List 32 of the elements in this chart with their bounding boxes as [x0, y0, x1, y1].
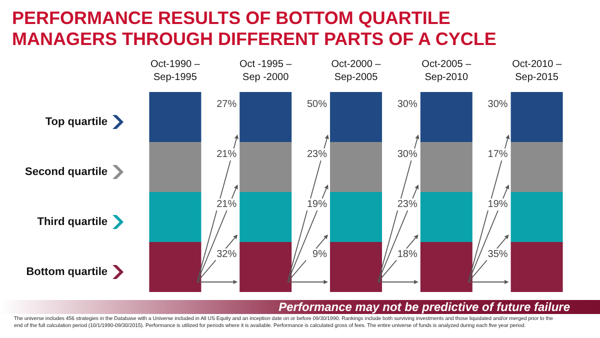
x-tick-label: Oct -1995 – Sep -2000	[239, 59, 292, 83]
annotation: 9%	[312, 249, 328, 260]
legend-label: Bottom quartile	[26, 266, 108, 278]
annotation: 23%	[306, 149, 328, 160]
x-tick-label: Oct-2000 – Sep-2005	[331, 59, 382, 83]
bar	[420, 92, 472, 142]
legend-label: Top quartile	[45, 116, 108, 128]
bar	[330, 92, 382, 142]
text: Performance may not be predictive of future failure	[0, 300, 600, 314]
annotation: 18%	[397, 249, 418, 260]
annotation: 23%	[397, 199, 418, 210]
legend-label: Second quartile	[24, 166, 108, 178]
annotation: 30%	[397, 99, 418, 110]
bar	[510, 92, 563, 142]
annotation: 50%	[306, 99, 328, 110]
annotation: 19%	[306, 199, 328, 210]
annotation: 32%	[216, 249, 237, 260]
annotation: 21%	[216, 149, 237, 160]
annotation: 30%	[397, 149, 418, 160]
chart-title: PERFORMANCE RESULTS OF BOTTOM QUARTILE MANAGERS THROUGH DIFFERENT PARTS OF A CYCLE	[12, 8, 498, 50]
annotation: 21%	[216, 199, 237, 210]
x-tick-label: Oct-2005 – Sep-2010	[422, 59, 472, 83]
annotation: 35%	[488, 249, 508, 260]
x-tick-label: Oct-1990 – Sep-1995	[150, 59, 200, 83]
bar	[149, 92, 202, 142]
annotation: 19%	[488, 199, 508, 210]
annotation: 17%	[488, 149, 508, 160]
annotation: 30%	[488, 99, 508, 110]
annotation: 27%	[216, 99, 237, 110]
bar	[240, 92, 292, 142]
x-tick-label: Oct-2010 – Sep-2015	[512, 59, 562, 83]
legend-label: Third quartile	[37, 216, 108, 228]
